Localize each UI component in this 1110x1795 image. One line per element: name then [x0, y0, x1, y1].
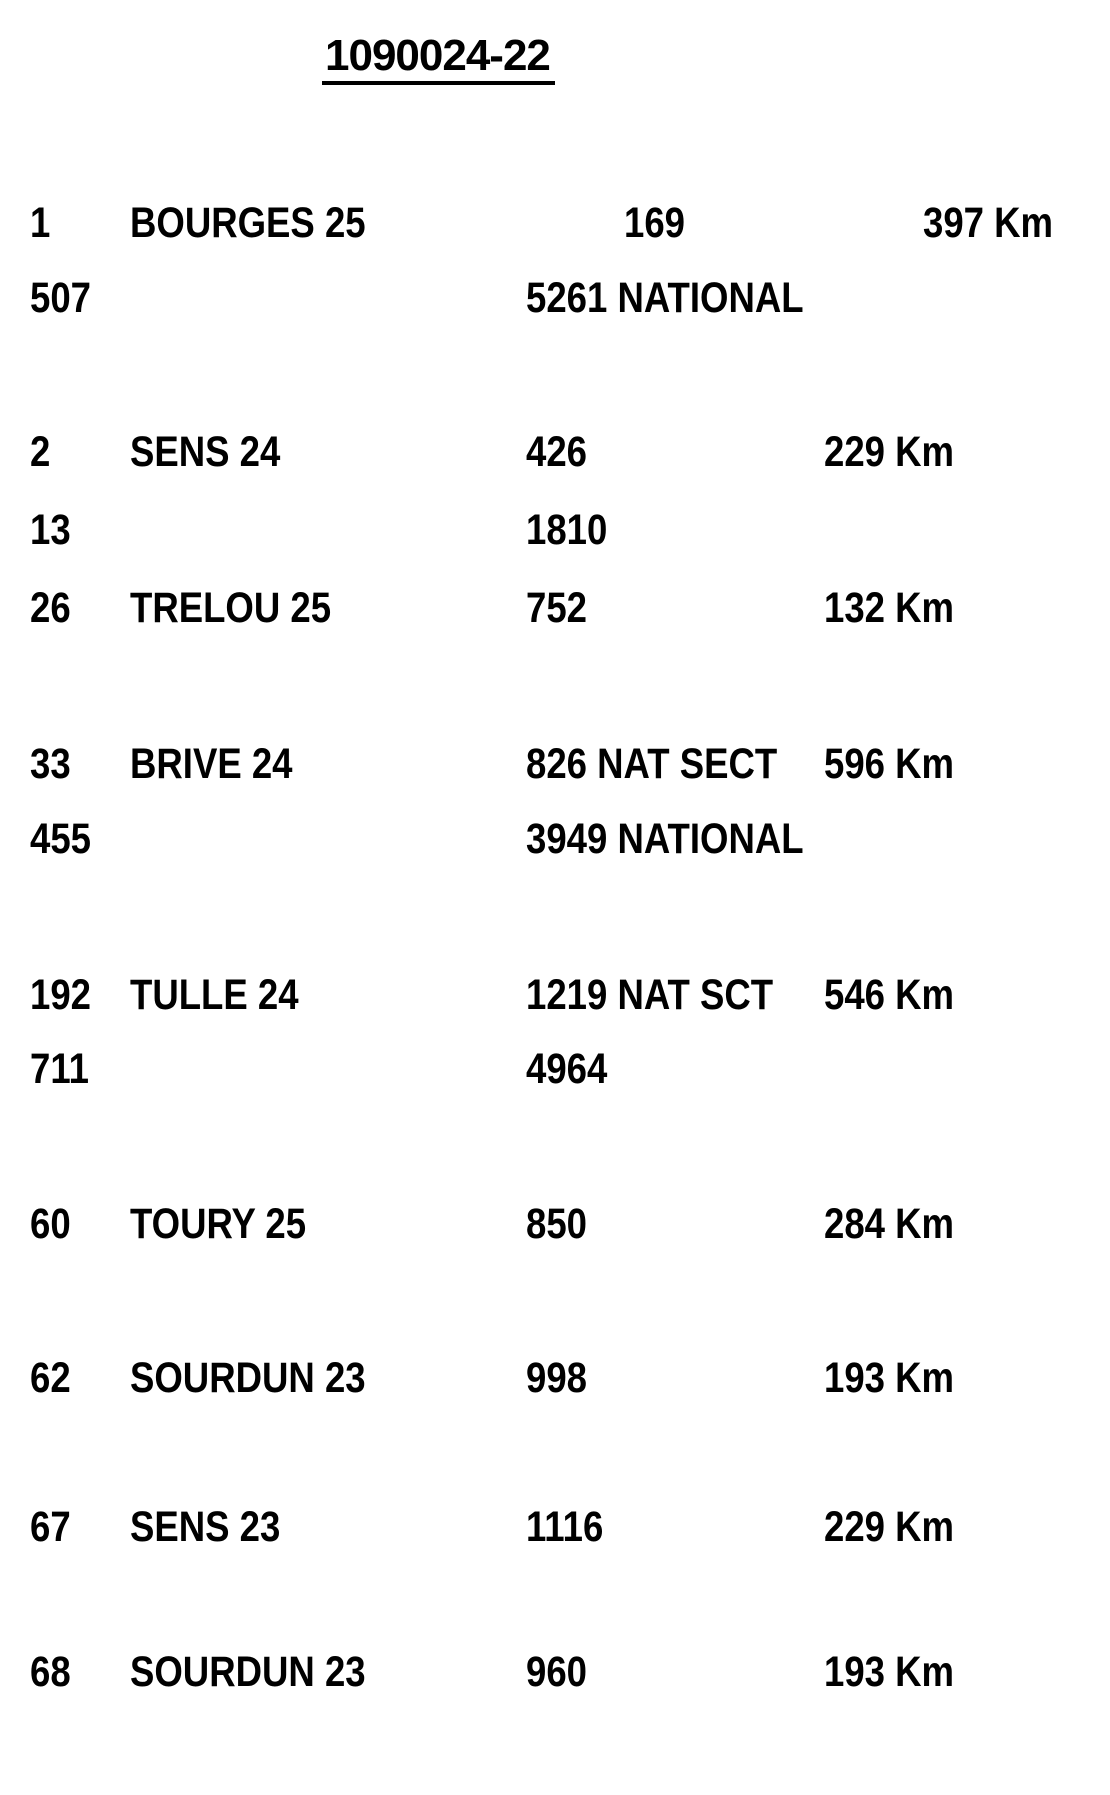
race-name-cell: TRELOU 25	[130, 584, 332, 632]
result-row: 33 BRIVE 24 826 NAT SECT 596 Km	[0, 743, 1110, 791]
rank-cell: 1	[30, 199, 51, 247]
result-subrow: 711 4964	[0, 1048, 1110, 1096]
sub-total-cell: 1810	[526, 506, 608, 554]
result-row: 60 TOURY 25 850 284 Km	[0, 1203, 1110, 1251]
result-row: 1 BOURGES 25 169 397 Km	[0, 202, 1110, 250]
sub-rank-cell: 507	[30, 274, 91, 322]
sub-rank-cell: 13	[30, 506, 71, 554]
result-row: 2 SENS 24 426 229 Km	[0, 431, 1110, 479]
result-row: 62 SOURDUN 23 998 193 Km	[0, 1357, 1110, 1405]
count-cell: 426	[526, 428, 587, 476]
rank-cell: 2	[30, 428, 51, 476]
race-name-cell: SENS 24	[130, 428, 281, 476]
count-cell: 752	[526, 584, 587, 632]
result-subrow: 13 1810	[0, 509, 1110, 557]
result-row: 192 TULLE 24 1219 NAT SCT 546 Km	[0, 974, 1110, 1022]
result-row: 26 TRELOU 25 752 132 Km	[0, 587, 1110, 635]
rank-cell: 67	[30, 1503, 71, 1551]
rank-cell: 192	[30, 971, 91, 1019]
result-row: 68 SOURDUN 23 960 193 Km	[0, 1651, 1110, 1699]
distance-cell: 546 Km	[824, 971, 955, 1019]
result-row: 67 SENS 23 1116 229 Km	[0, 1506, 1110, 1554]
result-subrow: 455 3949 NATIONAL	[0, 818, 1110, 866]
race-name-cell: SOURDUN 23	[130, 1354, 366, 1402]
rank-cell: 62	[30, 1354, 71, 1402]
count-cell: 1116	[526, 1503, 604, 1551]
race-name-cell: BRIVE 24	[130, 740, 293, 788]
race-name-cell: SOURDUN 23	[130, 1648, 366, 1696]
race-name-cell: TULLE 24	[130, 971, 299, 1019]
distance-cell: 397 Km	[923, 199, 1054, 247]
race-name-cell: SENS 23	[130, 1503, 281, 1551]
distance-cell: 132 Km	[824, 584, 955, 632]
race-name-cell: BOURGES 25	[130, 199, 366, 247]
count-cell: 1219 NAT SCT	[526, 971, 774, 1019]
sub-total-cell: 5261 NATIONAL	[526, 274, 804, 322]
rank-cell: 60	[30, 1200, 71, 1248]
count-cell: 850	[526, 1200, 587, 1248]
count-cell: 826 NAT SECT	[526, 740, 778, 788]
sub-total-cell: 4964	[526, 1045, 608, 1093]
page-title: 1090024-22	[322, 34, 555, 85]
distance-cell: 193 Km	[824, 1648, 955, 1696]
sub-rank-cell: 455	[30, 815, 91, 863]
rank-cell: 33	[30, 740, 71, 788]
result-subrow: 507 5261 NATIONAL	[0, 277, 1110, 325]
distance-cell: 229 Km	[824, 428, 955, 476]
count-cell: 169	[624, 199, 685, 247]
rank-cell: 68	[30, 1648, 71, 1696]
rank-cell: 26	[30, 584, 71, 632]
distance-cell: 193 Km	[824, 1354, 955, 1402]
distance-cell: 229 Km	[824, 1503, 955, 1551]
distance-cell: 284 Km	[824, 1200, 955, 1248]
sub-rank-cell: 711	[30, 1045, 89, 1093]
count-cell: 998	[526, 1354, 587, 1402]
count-cell: 960	[526, 1648, 587, 1696]
distance-cell: 596 Km	[824, 740, 955, 788]
sub-total-cell: 3949 NATIONAL	[526, 815, 804, 863]
race-name-cell: TOURY 25	[130, 1200, 307, 1248]
